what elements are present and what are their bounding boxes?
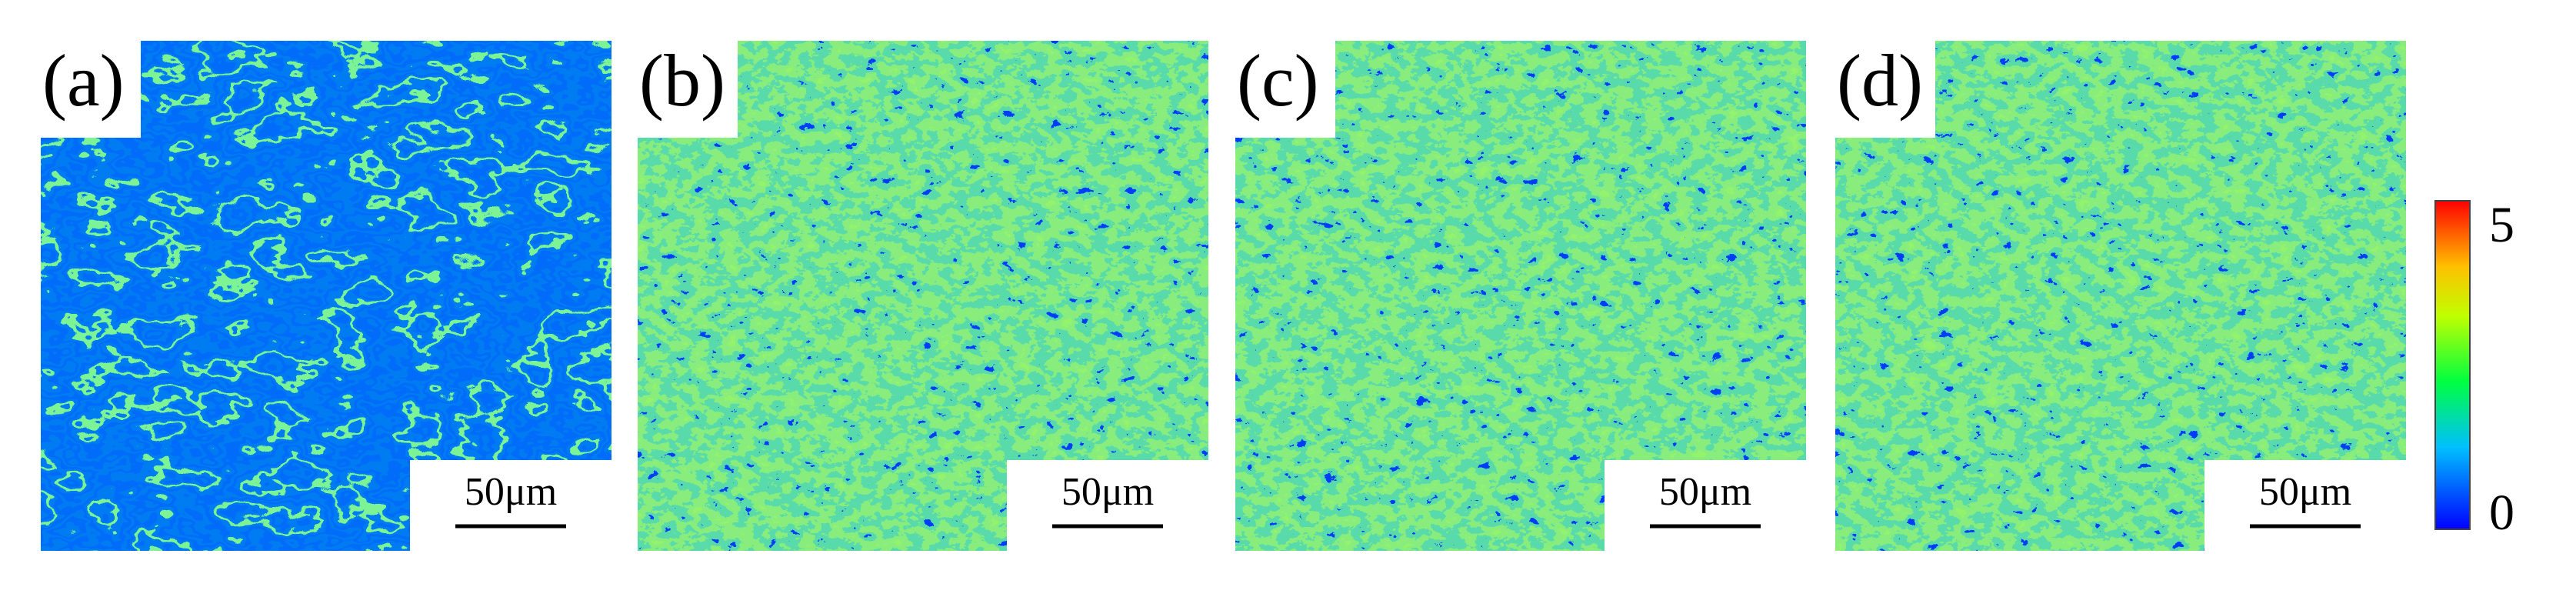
scale-label: 50μm [1659, 470, 1751, 514]
panel-label: (c) [1237, 39, 1319, 122]
label-box [38, 38, 141, 138]
scale-label: 50μm [2259, 470, 2351, 514]
scale-box [1007, 460, 1208, 551]
label-box [1232, 38, 1335, 138]
panel-label: (d) [1837, 39, 1923, 122]
label-box [635, 38, 738, 138]
panel-label: (a) [42, 39, 125, 122]
colorbar-min: 0 [2489, 485, 2514, 541]
label-box [1832, 38, 1935, 138]
colorbar-max: 5 [2489, 197, 2514, 253]
scale-box [2204, 460, 2406, 551]
scale-label: 50μm [465, 470, 557, 514]
scale-label: 50μm [1061, 470, 1154, 514]
scale-box [1605, 460, 1806, 551]
panel-label: (b) [639, 39, 725, 122]
colorbar [2434, 200, 2471, 530]
scale-box [410, 460, 612, 551]
